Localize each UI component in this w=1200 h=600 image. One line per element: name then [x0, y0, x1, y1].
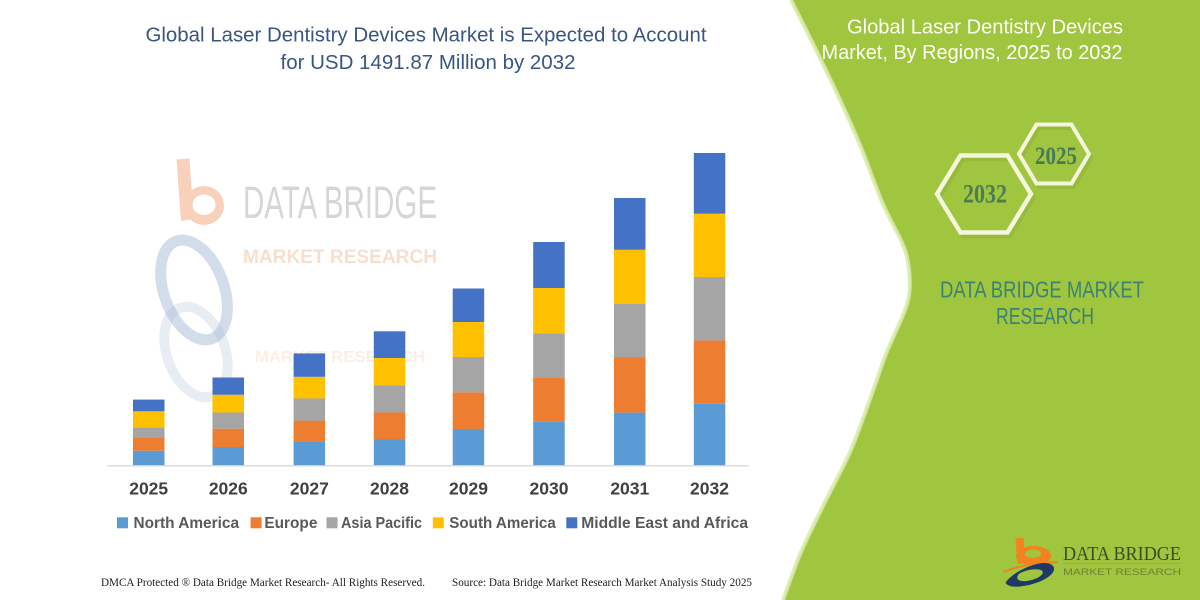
svg-text:2027: 2027 — [290, 479, 329, 499]
svg-text:North America: North America — [134, 515, 240, 532]
svg-text:2025: 2025 — [1035, 143, 1077, 170]
svg-text:Global Laser Dentistry Devices: Global Laser Dentistry Devices — [847, 16, 1123, 39]
svg-text:2032: 2032 — [963, 180, 1007, 209]
svg-text:Global Laser Dentistry Devices: Global Laser Dentistry Devices Market is… — [146, 24, 707, 47]
svg-text:RESEARCH: RESEARCH — [996, 303, 1094, 329]
svg-text:DATA BRIDGE: DATA BRIDGE — [1063, 543, 1181, 565]
svg-text:2031: 2031 — [610, 479, 649, 499]
svg-text:for USD 1491.87 Million by 203: for USD 1491.87 Million by 2032 — [281, 51, 576, 74]
svg-text:2026: 2026 — [209, 479, 248, 499]
svg-text:DATA BRIDGE MARKET: DATA BRIDGE MARKET — [940, 277, 1144, 303]
svg-text:Market, By Regions, 2025 to 20: Market, By Regions, 2025 to 2032 — [822, 41, 1123, 64]
svg-text:MARKET RESEARCH: MARKET RESEARCH — [243, 247, 437, 268]
svg-text:2025: 2025 — [129, 479, 168, 499]
svg-text:2032: 2032 — [690, 479, 729, 499]
svg-text:MARKET RESEARCH: MARKET RESEARCH — [1063, 567, 1181, 577]
svg-text:Middle East and Africa: Middle East and Africa — [581, 515, 748, 532]
svg-text:Source: Data Bridge Market Res: Source: Data Bridge Market Research Mark… — [452, 575, 752, 589]
svg-text:DATA BRIDGE: DATA BRIDGE — [243, 177, 437, 228]
svg-text:DMCA Protected ® Data Bridge M: DMCA Protected ® Data Bridge Market Rese… — [101, 575, 425, 589]
svg-text:South America: South America — [449, 515, 556, 532]
svg-text:Europe: Europe — [264, 515, 317, 532]
svg-text:2029: 2029 — [449, 479, 488, 499]
svg-text:Asia Pacific: Asia Pacific — [341, 515, 422, 532]
svg-text:2028: 2028 — [370, 479, 409, 499]
svg-text:2030: 2030 — [530, 479, 569, 499]
